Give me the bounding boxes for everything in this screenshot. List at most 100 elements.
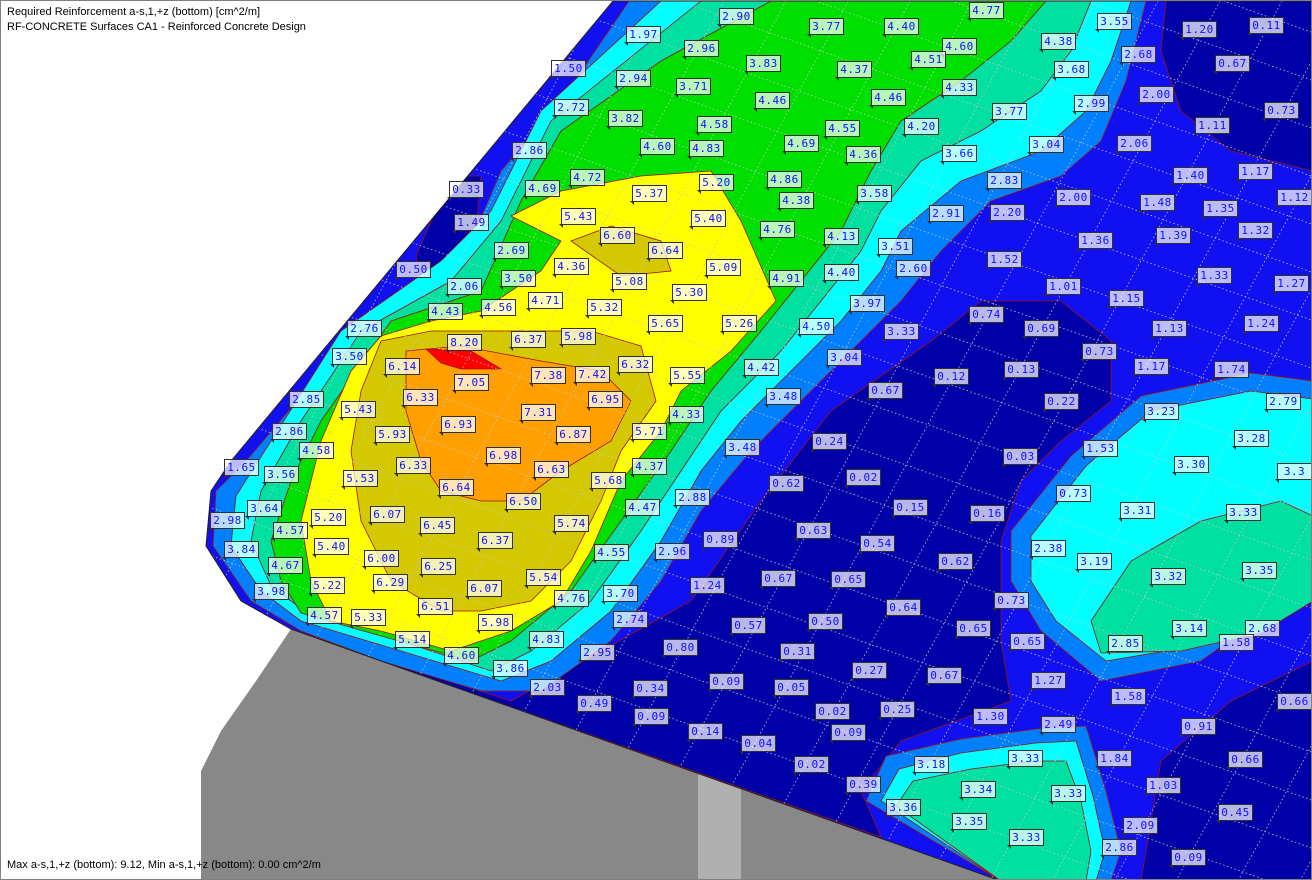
value-label: 2.85 — [1106, 635, 1143, 655]
value-label: 0.57 — [729, 617, 766, 637]
value-label: 1.52 — [985, 251, 1022, 271]
value-label: 1.49 — [452, 214, 489, 234]
value-label: 4.43 — [426, 303, 463, 323]
value-label: 2.83 — [985, 172, 1022, 192]
value-label: 7.38 — [529, 367, 566, 387]
value-label: 1.03 — [1144, 777, 1181, 797]
value-label: 2.86 — [270, 423, 307, 443]
value-label: 3.50 — [330, 348, 367, 368]
value-label: 0.03 — [1001, 448, 1038, 468]
plate-edge — [205, 1, 1311, 879]
mesh-line — [617, 1, 1097, 879]
value-label: 3.48 — [764, 388, 801, 408]
value-label: 4.60 — [940, 38, 977, 58]
value-label: 3.58 — [855, 185, 892, 205]
value-label: 0.39 — [844, 776, 881, 796]
value-label: 2.20 — [988, 204, 1025, 224]
value-label: 4.56 — [479, 299, 516, 319]
value-label: 1.65 — [222, 459, 259, 479]
value-label: 1.27 — [1272, 275, 1309, 295]
value-label: 2.76 — [345, 320, 382, 340]
value-label: 0.09 — [1169, 849, 1206, 869]
value-label: 3.77 — [807, 18, 844, 38]
value-label: 6.93 — [439, 416, 476, 436]
mesh-line — [1, 1, 166, 305]
value-label: 3.68 — [1052, 61, 1089, 81]
value-label: 4.57 — [305, 607, 342, 627]
value-label: 5.43 — [559, 208, 596, 228]
value-label: 0.24 — [810, 433, 847, 453]
value-label: 3.23 — [1142, 403, 1179, 423]
value-label: 1.30 — [971, 708, 1008, 728]
mesh-line — [1299, 856, 1311, 879]
value-label: 1.20 — [1180, 21, 1217, 41]
value-label: 4.50 — [797, 318, 834, 338]
value-label: 3.18 — [912, 756, 949, 776]
value-label: 2.91 — [927, 205, 964, 225]
value-label: 5.53 — [341, 470, 378, 490]
value-label: 4.83 — [527, 631, 564, 651]
value-label: 4.40 — [882, 18, 919, 38]
value-label: 1.58 — [1217, 634, 1254, 654]
value-label: 5.40 — [689, 210, 726, 230]
value-label: 3.55 — [1095, 13, 1132, 33]
value-label: 3.33 — [1224, 504, 1261, 524]
value-label: 6.87 — [554, 426, 591, 446]
value-label: 3.33 — [1007, 829, 1044, 849]
value-label: 6.29 — [371, 574, 408, 594]
value-label: 3.56 — [262, 466, 299, 486]
value-label: 2.86 — [1100, 839, 1137, 859]
value-label: 0.54 — [858, 535, 895, 555]
value-label: 1.32 — [1236, 222, 1273, 242]
value-label: 2.68 — [1119, 46, 1156, 66]
value-label: 5.74 — [552, 515, 589, 535]
value-label: 4.38 — [777, 192, 814, 212]
value-label: 2.69 — [492, 242, 529, 262]
value-label: 0.67 — [759, 570, 796, 590]
value-label: 1.36 — [1076, 232, 1113, 252]
mesh-line — [206, 1, 601, 879]
value-label: 2.00 — [1137, 86, 1174, 106]
value-label: 0.14 — [686, 723, 723, 743]
value-label: 6.00 — [362, 550, 399, 570]
value-label: 7.42 — [573, 366, 610, 386]
value-label: 3.32 — [1149, 568, 1186, 588]
value-label: 4.40 — [822, 264, 859, 284]
value-label: 0.15 — [891, 499, 928, 519]
value-label: 6.60 — [598, 227, 635, 247]
value-label: 3.34 — [959, 781, 996, 801]
mesh-line — [307, 1, 787, 879]
value-label: 2.60 — [894, 260, 931, 280]
value-label: 1.33 — [1195, 267, 1232, 287]
value-label: 4.76 — [758, 221, 795, 241]
value-label: 0.33 — [447, 181, 484, 201]
value-label: 0.50 — [806, 613, 843, 633]
value-label: 6.37 — [476, 532, 513, 552]
value-label: 0.66 — [1226, 751, 1263, 771]
mesh-line — [1113, 514, 1311, 879]
value-label: 0.73 — [1262, 102, 1299, 122]
value-label: 4.83 — [687, 140, 724, 160]
value-label: 2.74 — [611, 611, 648, 631]
value-label: 2.03 — [528, 679, 565, 699]
mesh-line — [431, 1, 911, 879]
value-label: 7.05 — [452, 374, 489, 394]
value-label: 0.67 — [925, 667, 962, 687]
value-label: 1.84 — [1095, 750, 1132, 770]
value-label: 0.64 — [884, 599, 921, 619]
value-label: 4.67 — [266, 557, 303, 577]
value-label: 4.60 — [638, 138, 675, 158]
value-label: 6.51 — [416, 598, 453, 618]
value-label: 0.49 — [575, 695, 612, 715]
value-label: 6.07 — [465, 580, 502, 600]
value-label: 5.33 — [349, 609, 386, 629]
value-label: 5.40 — [312, 538, 349, 558]
mesh-line — [245, 1, 725, 879]
value-label: 5.09 — [704, 259, 741, 279]
mesh-line — [206, 1, 229, 420]
value-label: 6.64 — [646, 242, 683, 262]
value-label: 6.98 — [484, 447, 521, 467]
value-label: 3.86 — [491, 660, 528, 680]
value-label: 4.46 — [869, 89, 906, 109]
